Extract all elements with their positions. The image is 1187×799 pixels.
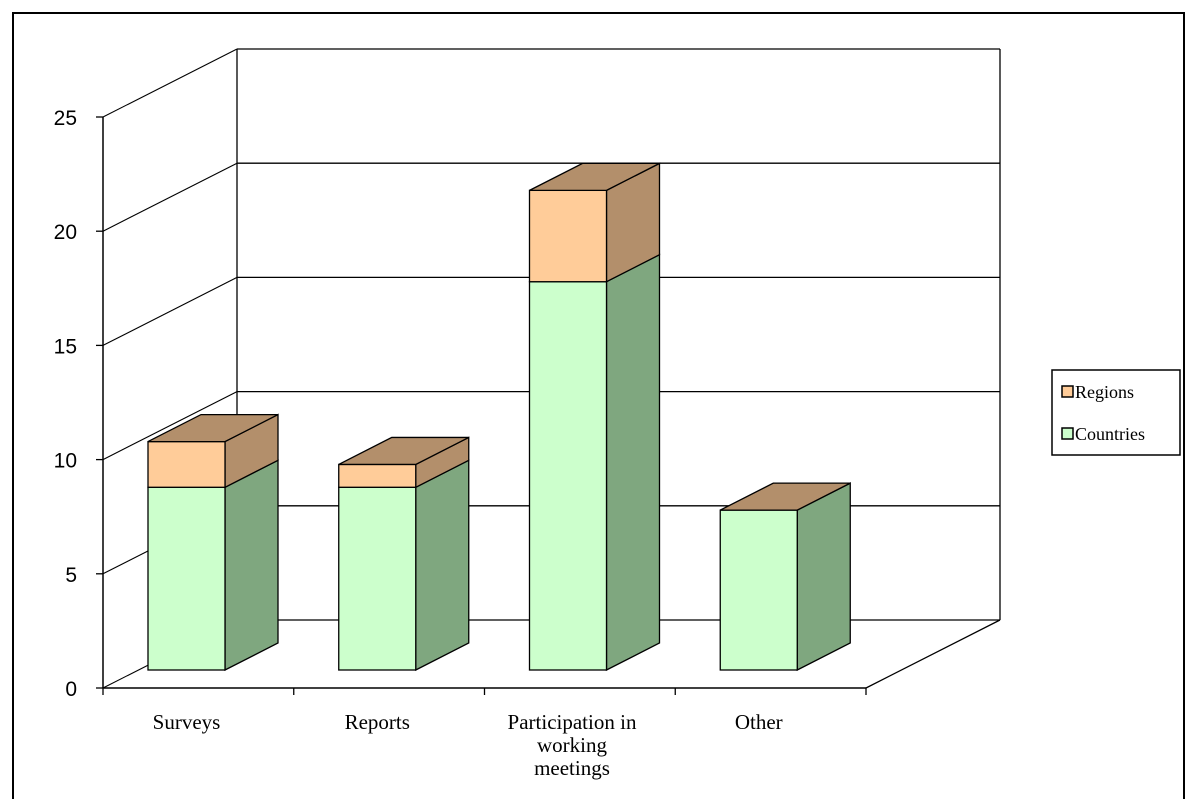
gridline-side	[102, 276, 238, 346]
y-tick-label: 20	[54, 221, 77, 244]
y-tick-label: 5	[65, 564, 77, 587]
bar-top-3	[719, 482, 851, 511]
x-tick-label-line: Other	[735, 710, 783, 734]
x-tick-label-line: Surveys	[153, 710, 221, 734]
bar-countries-0	[147, 486, 226, 671]
bar-side-countries-3	[796, 482, 851, 672]
x-tick-label-line: Reports	[345, 710, 410, 734]
bar-top-0	[147, 413, 279, 443]
bar-group-3	[719, 482, 851, 672]
bar-regions-1	[338, 463, 417, 488]
legend-label-regions: Regions	[1075, 382, 1134, 402]
bar-countries-1	[338, 486, 417, 671]
legend-swatch-countries	[1061, 427, 1074, 440]
x-tick-label-line: working	[537, 733, 607, 757]
bar-top-2	[529, 162, 660, 192]
bar-countries-3	[719, 509, 798, 671]
x-tick-label: Participation in working meetings	[508, 710, 637, 780]
bar-side-countries-0	[224, 459, 279, 672]
bar-top-1	[338, 436, 470, 466]
y-tick-label: 15	[54, 335, 77, 358]
legend-box	[1051, 369, 1181, 456]
bar-side-countries-1	[415, 459, 470, 672]
legend-label-countries: Countries	[1075, 424, 1145, 444]
bar-regions-2	[528, 189, 608, 283]
x-tick-label: Surveys	[153, 710, 221, 734]
floor-right-edge	[865, 619, 1001, 689]
legend: Regions Countries	[1051, 369, 1181, 456]
bar-group-2	[528, 162, 661, 672]
gridline-side	[102, 391, 238, 461]
x-tick-label: Reports	[345, 710, 410, 734]
legend-swatch-regions	[1061, 385, 1074, 398]
x-tick-label-line: Participation in	[508, 710, 637, 734]
bar-group-0	[147, 413, 279, 672]
bar-group-1	[338, 436, 470, 672]
x-tick-label: Other	[735, 710, 783, 734]
x-tick-label-line: meetings	[534, 756, 610, 780]
bar-side-countries-2	[605, 253, 661, 672]
y-tick-label: 25	[54, 107, 77, 130]
gridline-side	[102, 48, 238, 118]
gridline-side	[102, 162, 238, 232]
y-tick-label: 10	[54, 450, 77, 473]
y-tick-label: 0	[65, 678, 77, 701]
bar-regions-0	[147, 440, 226, 488]
bar-countries-2	[528, 281, 608, 671]
